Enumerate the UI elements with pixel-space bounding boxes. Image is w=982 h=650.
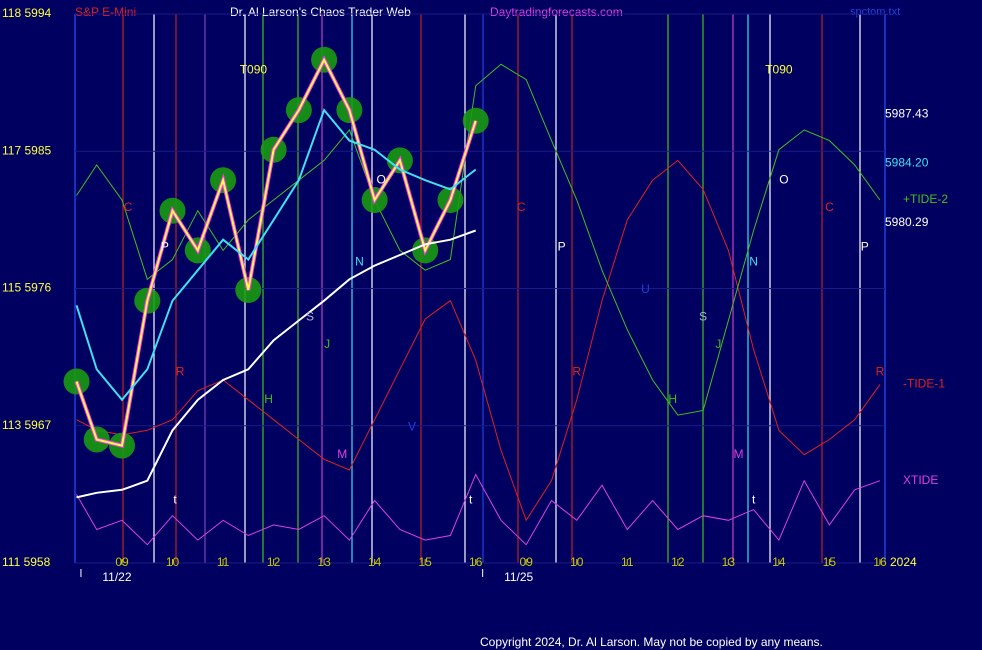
annotation: C bbox=[825, 200, 834, 214]
x-tick-label: 12 bbox=[671, 555, 685, 569]
series-line bbox=[75, 57, 477, 447]
x-tick-label: 16 bbox=[873, 555, 887, 569]
annotation: C bbox=[517, 200, 526, 214]
annotation: V bbox=[408, 419, 416, 433]
annotation: t bbox=[173, 493, 177, 507]
annotation: T090 bbox=[765, 63, 793, 77]
annotation: U bbox=[641, 282, 650, 296]
annotation: S bbox=[306, 310, 314, 324]
annotation: P bbox=[861, 239, 869, 253]
annotation: J bbox=[324, 337, 330, 351]
series-name: XTIDE bbox=[903, 473, 938, 487]
x-tick-label: 14 bbox=[772, 555, 786, 569]
annotation: H bbox=[264, 392, 273, 406]
header-file: spctom.txt bbox=[850, 6, 900, 18]
price-level-label: 5984.20 bbox=[885, 156, 929, 170]
annotation: R bbox=[572, 365, 581, 379]
x-tick-label: 14 bbox=[368, 555, 382, 569]
annotation: O bbox=[779, 172, 788, 186]
annotation: C bbox=[124, 200, 133, 214]
price-level-label: 5980.29 bbox=[885, 215, 929, 229]
series-name: -TIDE-1 bbox=[903, 377, 945, 391]
x-tick-label: 12 bbox=[267, 555, 281, 569]
date-label: 11/22 bbox=[102, 570, 131, 584]
x-tick-label: 11 bbox=[621, 555, 634, 569]
annotation: M bbox=[733, 447, 743, 461]
copyright: Copyright 2024, Dr. Al Larson. May not b… bbox=[480, 635, 823, 649]
y-tick-label: 113 5967 bbox=[2, 418, 51, 432]
annotation: R bbox=[176, 365, 185, 379]
y-tick-label: 111 5958 bbox=[2, 555, 51, 569]
header-site: Daytradingforecasts.com bbox=[490, 5, 623, 19]
y-tick-label: 118 5994 bbox=[2, 6, 51, 20]
annotation: S bbox=[699, 310, 707, 324]
y-tick-label: 115 5976 bbox=[2, 281, 51, 295]
x-tick-label: 15 bbox=[823, 555, 837, 569]
annotation: P bbox=[161, 239, 169, 253]
chart-title: Dr. Al Larson's Chaos Trader Web bbox=[230, 5, 411, 19]
annotation: H bbox=[668, 392, 677, 406]
series-line bbox=[75, 108, 477, 402]
x-tick-label: 09 bbox=[520, 555, 534, 569]
annotation: M bbox=[337, 447, 347, 461]
price-level-label: 5987.43 bbox=[885, 106, 929, 120]
annotation: R bbox=[876, 365, 885, 379]
annotation: T090 bbox=[240, 63, 268, 77]
series-line bbox=[76, 159, 881, 522]
header-instrument: S&P E-Mini bbox=[75, 5, 136, 19]
y-tick-label: 117 5985 bbox=[2, 143, 51, 157]
series-line bbox=[76, 473, 881, 546]
annotation: O bbox=[377, 172, 386, 186]
series-line bbox=[76, 229, 477, 499]
x-tick-label: 16 bbox=[469, 555, 483, 569]
x-tick-label: 13 bbox=[317, 555, 331, 569]
annotation: t bbox=[752, 493, 756, 507]
x-tick-label: 11 bbox=[217, 555, 230, 569]
x-tick-label: 10 bbox=[570, 555, 584, 569]
annotation: t bbox=[469, 493, 473, 507]
x-tick-label: 13 bbox=[722, 555, 736, 569]
x-tick-label: 10 bbox=[166, 555, 180, 569]
annotation: P bbox=[558, 239, 566, 253]
price-bubble bbox=[462, 107, 489, 134]
series-name: +TIDE-2 bbox=[903, 192, 948, 206]
x-tick-label: 09 bbox=[115, 555, 129, 569]
date-label: 11/25 bbox=[504, 570, 533, 584]
year-label: 2024 bbox=[890, 555, 917, 569]
x-tick-label: 15 bbox=[418, 555, 432, 569]
annotation: N bbox=[749, 255, 758, 269]
annotation: N bbox=[355, 255, 364, 269]
annotation: J bbox=[715, 337, 721, 351]
